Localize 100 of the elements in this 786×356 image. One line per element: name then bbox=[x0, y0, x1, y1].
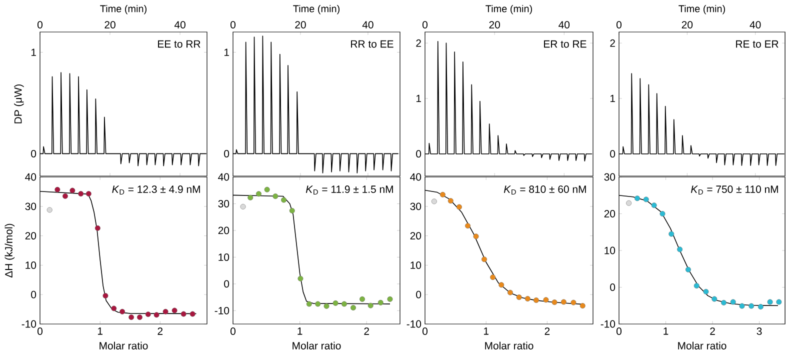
y-tick-label: 20 bbox=[410, 232, 422, 240]
point bbox=[281, 197, 287, 203]
y-axis-title: DP (μW) bbox=[14, 84, 24, 124]
point bbox=[580, 303, 586, 309]
point bbox=[360, 296, 366, 302]
line-series bbox=[232, 36, 399, 174]
y-tick-label: 1 bbox=[416, 94, 421, 102]
point bbox=[634, 196, 640, 202]
point bbox=[533, 297, 539, 303]
point bbox=[482, 256, 488, 262]
y-tick-label: 30 bbox=[218, 200, 230, 208]
y-tick-label: 2 bbox=[416, 39, 421, 47]
point bbox=[78, 191, 84, 197]
point bbox=[289, 208, 295, 214]
point bbox=[70, 188, 76, 194]
x-tick-label: 0 bbox=[37, 21, 42, 28]
y-tick-label: 30 bbox=[410, 202, 422, 210]
point bbox=[712, 296, 718, 302]
point bbox=[111, 306, 117, 312]
y-tick-label: 10 bbox=[410, 262, 422, 269]
point bbox=[332, 300, 338, 306]
x-tick-label: 1 bbox=[98, 328, 102, 335]
y-tick-label: 10 bbox=[26, 262, 36, 269]
point bbox=[86, 191, 92, 197]
point bbox=[315, 301, 321, 307]
y-tick-label: 2 bbox=[610, 39, 615, 47]
point bbox=[256, 191, 262, 197]
point bbox=[272, 194, 278, 199]
point bbox=[730, 299, 736, 305]
point bbox=[350, 304, 356, 310]
y-tick-label: -10 bbox=[22, 320, 36, 328]
x-tick-label: 1 bbox=[298, 328, 302, 335]
point bbox=[54, 186, 60, 192]
x-tick-label: 20 bbox=[295, 21, 306, 28]
x-tick-label: 1 bbox=[664, 328, 668, 335]
point bbox=[102, 293, 108, 299]
x-tick-label: 0 bbox=[37, 328, 42, 335]
point bbox=[298, 276, 304, 282]
y-tick-label: 0 bbox=[610, 284, 616, 291]
point bbox=[62, 193, 68, 199]
point bbox=[341, 301, 347, 307]
annotation: K$_{D}$ = 12.3 ± 4.9 nM bbox=[112, 186, 200, 194]
annotation: K$_{D}$ = 810 ± 60 nM bbox=[504, 186, 586, 194]
point bbox=[516, 294, 522, 300]
y-tick-label: 30 bbox=[25, 202, 36, 210]
point bbox=[162, 308, 168, 314]
y-tick-label: 10 bbox=[218, 253, 230, 261]
point bbox=[431, 198, 437, 204]
x-tick-label: 40 bbox=[174, 21, 186, 28]
point bbox=[560, 299, 566, 305]
point bbox=[490, 274, 496, 280]
y-tick-label: 20 bbox=[218, 226, 230, 234]
point bbox=[677, 246, 683, 252]
point bbox=[136, 314, 142, 320]
y-tick-label: 0 bbox=[31, 150, 36, 158]
point bbox=[448, 198, 454, 204]
x-tick-label: 20 bbox=[489, 21, 500, 28]
point bbox=[172, 308, 178, 314]
point bbox=[240, 204, 246, 210]
x-tick-label: 2 bbox=[158, 328, 163, 335]
x-tick-label: 1 bbox=[484, 328, 488, 335]
point bbox=[626, 200, 632, 206]
point bbox=[368, 302, 374, 308]
point bbox=[552, 299, 558, 305]
x-tick-label: 40 bbox=[750, 21, 761, 28]
x-tick-label: 0 bbox=[230, 21, 236, 28]
point bbox=[46, 207, 52, 213]
point bbox=[264, 186, 270, 192]
point bbox=[378, 300, 384, 306]
x-tick-label: 2 bbox=[544, 328, 550, 335]
y-tick-label: 40 bbox=[410, 173, 422, 181]
y-tick-label: 40 bbox=[218, 173, 230, 181]
x-tick-label: 0 bbox=[422, 328, 428, 335]
point bbox=[685, 266, 691, 272]
x-axis-title: Molar ratio bbox=[678, 342, 726, 350]
point bbox=[524, 296, 530, 302]
point bbox=[703, 288, 709, 294]
x-axis-title: Time (min) bbox=[100, 4, 146, 14]
y-tick-label: 30 bbox=[604, 173, 616, 181]
point bbox=[145, 312, 151, 318]
x-tick-label: 0 bbox=[616, 21, 622, 28]
point bbox=[473, 234, 479, 240]
x-axis-title: Time (min) bbox=[486, 4, 532, 14]
annotation: EE to RR bbox=[158, 40, 200, 48]
point bbox=[721, 300, 726, 306]
y-tick-label: -10 bbox=[214, 306, 230, 314]
point bbox=[767, 299, 773, 305]
y-tick-label: 0 bbox=[610, 150, 616, 158]
point bbox=[748, 303, 754, 309]
point bbox=[739, 303, 745, 309]
x-tick-label: 0 bbox=[616, 328, 622, 335]
y-tick-label: 20 bbox=[604, 210, 616, 218]
point bbox=[660, 211, 666, 216]
point bbox=[651, 202, 657, 208]
annotation: RR to EE bbox=[351, 40, 394, 48]
x-tick-label: 0 bbox=[230, 328, 236, 335]
y-tick-label: 1 bbox=[224, 48, 229, 56]
point bbox=[324, 303, 330, 309]
y-tick-label: 0 bbox=[224, 280, 230, 288]
point bbox=[543, 297, 549, 303]
